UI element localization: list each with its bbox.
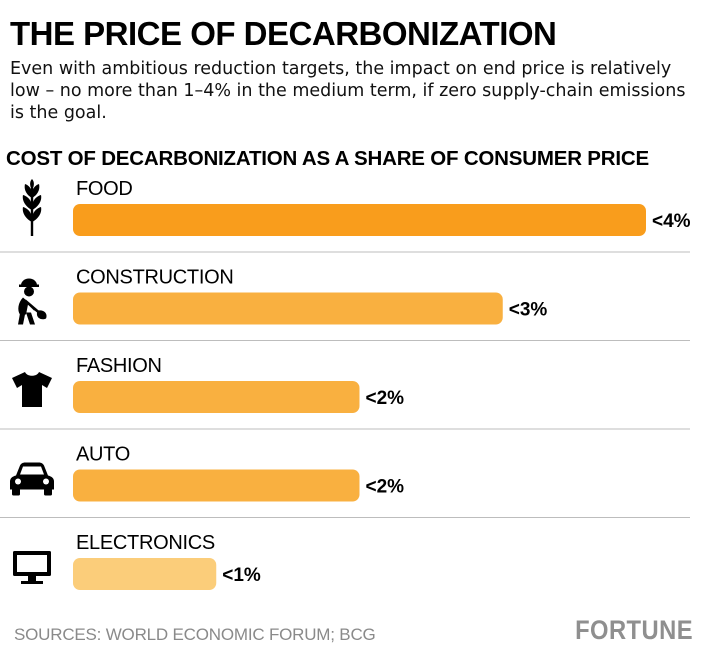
construction-worker-icon xyxy=(16,277,48,326)
page-subtitle: Even with ambitious reduction targets, t… xyxy=(10,59,686,123)
value-label-construction: <3% xyxy=(509,300,548,321)
bar-electronics xyxy=(73,558,217,590)
wheat-icon xyxy=(21,177,43,238)
bar-construction xyxy=(73,292,503,325)
category-label-electronics: ELECTRONICS xyxy=(76,532,215,554)
category-label-food: FOOD xyxy=(76,178,133,200)
category-label-fashion: FASHION xyxy=(76,355,162,377)
sources-note: SOURCES: WORLD ECONOMIC FORUM; BCG xyxy=(14,625,376,644)
monitor-icon xyxy=(13,551,51,584)
bar-food xyxy=(73,204,646,236)
category-label-auto: AUTO xyxy=(76,444,130,466)
chart-title: COST OF DECARBONIZATION AS A SHARE OF CO… xyxy=(6,147,649,170)
tshirt-icon xyxy=(12,372,52,407)
value-label-auto: <2% xyxy=(366,477,405,498)
fortune-logo: FORTUNE xyxy=(575,615,693,645)
bar-auto xyxy=(73,469,360,502)
value-label-fashion: <2% xyxy=(366,388,405,409)
value-label-food: <4% xyxy=(652,211,691,232)
car-icon xyxy=(10,462,54,496)
bar-fashion xyxy=(73,381,360,413)
page-title: THE PRICE OF DECARBONIZATION xyxy=(10,15,557,52)
category-label-construction: CONSTRUCTION xyxy=(76,267,234,289)
value-label-electronics: <1% xyxy=(222,565,261,586)
